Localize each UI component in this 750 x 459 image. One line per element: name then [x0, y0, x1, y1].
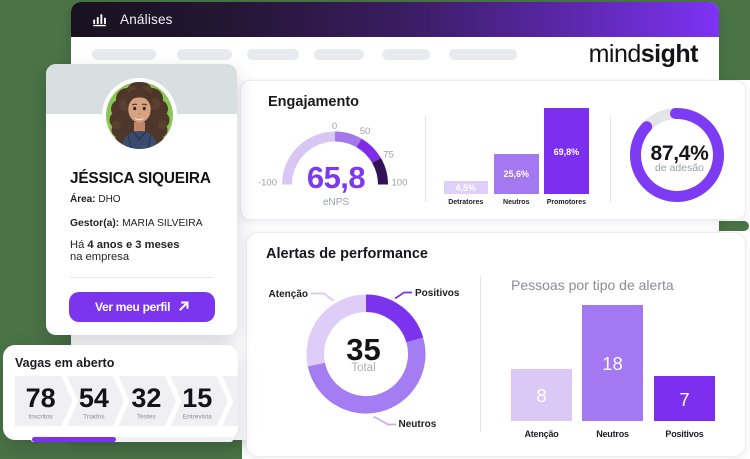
svg-text:78: 78	[26, 382, 56, 412]
svg-text:-100: -100	[258, 178, 277, 189]
svg-text:Testes: Testes	[137, 413, 157, 420]
svg-text:54: 54	[79, 382, 109, 412]
svg-text:100: 100	[392, 178, 408, 189]
svg-text:Triados: Triados	[83, 413, 105, 420]
svg-text:32: 32	[131, 382, 161, 412]
svg-text:Inscritos: Inscritos	[28, 413, 53, 420]
svg-text:75: 75	[383, 150, 394, 161]
svg-text:15: 15	[182, 382, 212, 412]
svg-text:0: 0	[332, 121, 337, 132]
svg-text:Entrevista: Entrevista	[183, 413, 212, 420]
svg-text:50: 50	[360, 126, 371, 137]
